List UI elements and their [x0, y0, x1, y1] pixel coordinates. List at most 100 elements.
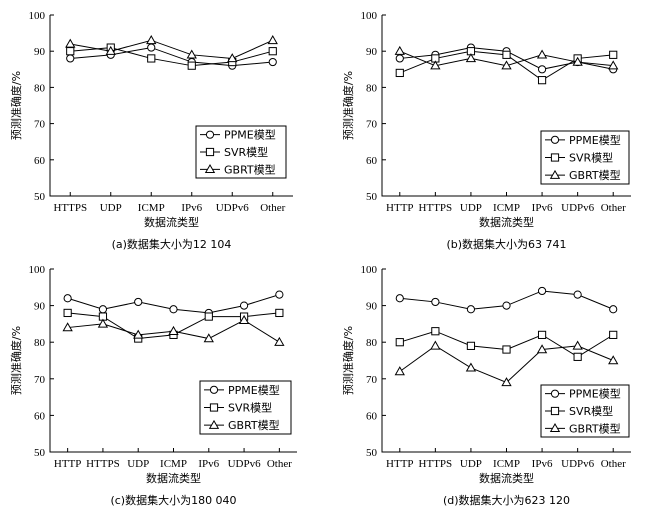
data-point-square	[395, 338, 404, 347]
legend-marker-square	[550, 406, 560, 416]
y-tick-label: 60	[34, 410, 46, 422]
y-tick-label: 50	[34, 447, 46, 459]
data-point-square	[204, 312, 213, 321]
legend-marker-square	[550, 153, 560, 162]
data-point-triangle	[65, 38, 76, 48]
data-point-triangle	[97, 318, 109, 328]
legend-marker-triangle	[549, 169, 561, 179]
data-point-square	[502, 345, 511, 354]
series-line-circle	[70, 47, 273, 67]
y-tick-label: 100	[361, 10, 378, 22]
x-tick-label: Other	[601, 458, 626, 470]
x-tick-label: HTTP	[54, 458, 82, 470]
data-point-square	[537, 330, 547, 339]
series-line-square	[70, 47, 273, 67]
data-point-circle	[395, 54, 404, 63]
x-tick-label: HTTPS	[53, 202, 87, 214]
data-point-triangle	[501, 60, 512, 70]
data-point-triangle	[168, 325, 179, 335]
y-tick-label: 50	[34, 191, 46, 203]
data-point-circle	[239, 301, 249, 310]
chart-caption: (b)数据集大小为63 741	[446, 237, 566, 251]
y-tick-label: 70	[34, 119, 46, 131]
chart-panel-1: 50 60 70 80 90 100 HTTPS UDP ICMP IPv6 UDPv6 Other 数…	[9, 10, 293, 251]
y-tick-label: 100	[361, 264, 378, 276]
data-point-circle	[98, 305, 108, 314]
data-point-triangle	[536, 49, 548, 59]
legend-label: SVR模型	[569, 404, 613, 418]
x-axis-title: 数据流类型	[479, 215, 534, 229]
legend-label: SVR模型	[224, 145, 268, 159]
legend-label: SVR模型	[228, 401, 272, 415]
legend-label: PPME模型	[569, 133, 621, 147]
data-point-triangle	[465, 362, 477, 372]
chart-panel-3: 50 60 70 80 90 100 HTTP HTTPS UDP ICMP IPv6 UDPv6 Ot…	[9, 264, 297, 507]
x-tick-label: Other	[260, 202, 285, 214]
data-point-square	[268, 47, 277, 56]
y-tick-label: 90	[366, 46, 378, 58]
y-axis-title: 预测准确度/%	[9, 71, 23, 140]
data-point-square	[187, 61, 196, 70]
data-point-triangle	[146, 35, 157, 45]
y-tick-label: 50	[366, 191, 378, 203]
data-point-circle	[268, 57, 277, 67]
x-tick-label: IPv6	[532, 202, 553, 214]
y-tick-label: 60	[366, 155, 378, 167]
x-tick-label: HTTP	[386, 202, 414, 214]
legend-label: PPME模型	[224, 128, 276, 142]
x-tick-label: IPv6	[198, 458, 219, 470]
data-point-square	[275, 308, 284, 318]
data-point-triangle	[572, 340, 583, 350]
data-point-triangle	[394, 45, 405, 55]
x-tick-label: UDPv6	[561, 202, 595, 214]
data-point-circle	[609, 305, 618, 314]
data-point-triangle	[227, 53, 238, 63]
legend-marker-circle	[205, 130, 215, 139]
data-point-triangle	[501, 377, 512, 387]
legend: PPME模型 SVR模型 GBRT模型	[195, 125, 287, 179]
data-point-square	[609, 50, 618, 59]
y-tick-label: 90	[366, 301, 378, 313]
data-point-circle	[147, 43, 156, 52]
data-point-triangle	[105, 45, 116, 55]
y-tick-label: 70	[34, 374, 46, 386]
legend-label: PPME模型	[569, 387, 621, 401]
x-tick-label: UDP	[460, 458, 482, 470]
x-tick-label: IPv6	[532, 458, 553, 470]
data-point-triangle	[430, 340, 441, 350]
legend-marker-circle	[550, 135, 560, 144]
data-point-circle	[502, 301, 511, 310]
x-tick-label: Other	[601, 202, 626, 214]
data-point-triangle	[430, 60, 441, 70]
data-point-triangle	[465, 53, 477, 63]
y-tick-label: 80	[366, 337, 378, 349]
legend-label: GBRT模型	[228, 418, 280, 432]
y-axis-title: 预测准确度/%	[341, 326, 355, 395]
legend: PPME模型 SVR模型 GBRT模型	[199, 380, 292, 435]
data-point-triangle	[62, 322, 73, 332]
x-tick-label: ICMP	[160, 458, 187, 470]
legend: PPME模型 SVR模型 GBRT模型	[540, 384, 630, 438]
data-point-triangle	[267, 35, 278, 45]
x-tick-label: IPv6	[181, 202, 202, 214]
y-tick-label: 60	[366, 410, 378, 422]
x-tick-label: ICMP	[493, 202, 520, 214]
data-point-triangle	[394, 366, 405, 376]
y-tick-label: 80	[366, 82, 378, 94]
data-point-circle	[134, 297, 143, 307]
x-axis-title: 数据流类型	[146, 471, 201, 485]
data-point-square	[147, 54, 156, 63]
y-tick-label: 90	[34, 301, 46, 313]
data-point-square	[466, 341, 476, 350]
x-tick-label: UDP	[127, 458, 149, 470]
x-tick-label: ICMP	[138, 202, 165, 214]
x-tick-label: UDP	[460, 202, 482, 214]
y-tick-label: 70	[366, 374, 378, 386]
y-tick-label: 80	[34, 337, 46, 349]
data-point-square	[395, 68, 404, 78]
data-point-circle	[395, 294, 404, 303]
x-tick-label: HTTP	[386, 458, 414, 470]
x-tick-label: HTTPS	[419, 202, 453, 214]
legend-marker-triangle	[208, 419, 220, 429]
data-point-circle	[466, 305, 476, 314]
